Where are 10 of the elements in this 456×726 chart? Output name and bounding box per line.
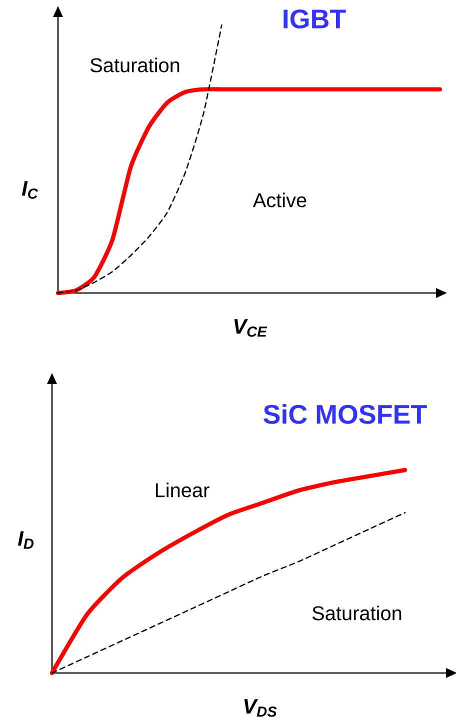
annotation: Saturation: [312, 606, 402, 620]
chart-title: SiC MOSFET: [264, 404, 427, 424]
annotation: Active: [252, 192, 306, 208]
y-axis-title: I$_{D}$: [18, 531, 34, 549]
annotation: Saturation: [90, 58, 180, 72]
annotation: Linear: [156, 482, 210, 498]
x-axis-title: V$_{CE}$: [234, 319, 268, 337]
chart-title: IGBT: [284, 9, 346, 29]
x-axis-title: V$_{DS}$: [244, 699, 277, 717]
y-axis-title: I$_{C}$: [22, 181, 38, 199]
